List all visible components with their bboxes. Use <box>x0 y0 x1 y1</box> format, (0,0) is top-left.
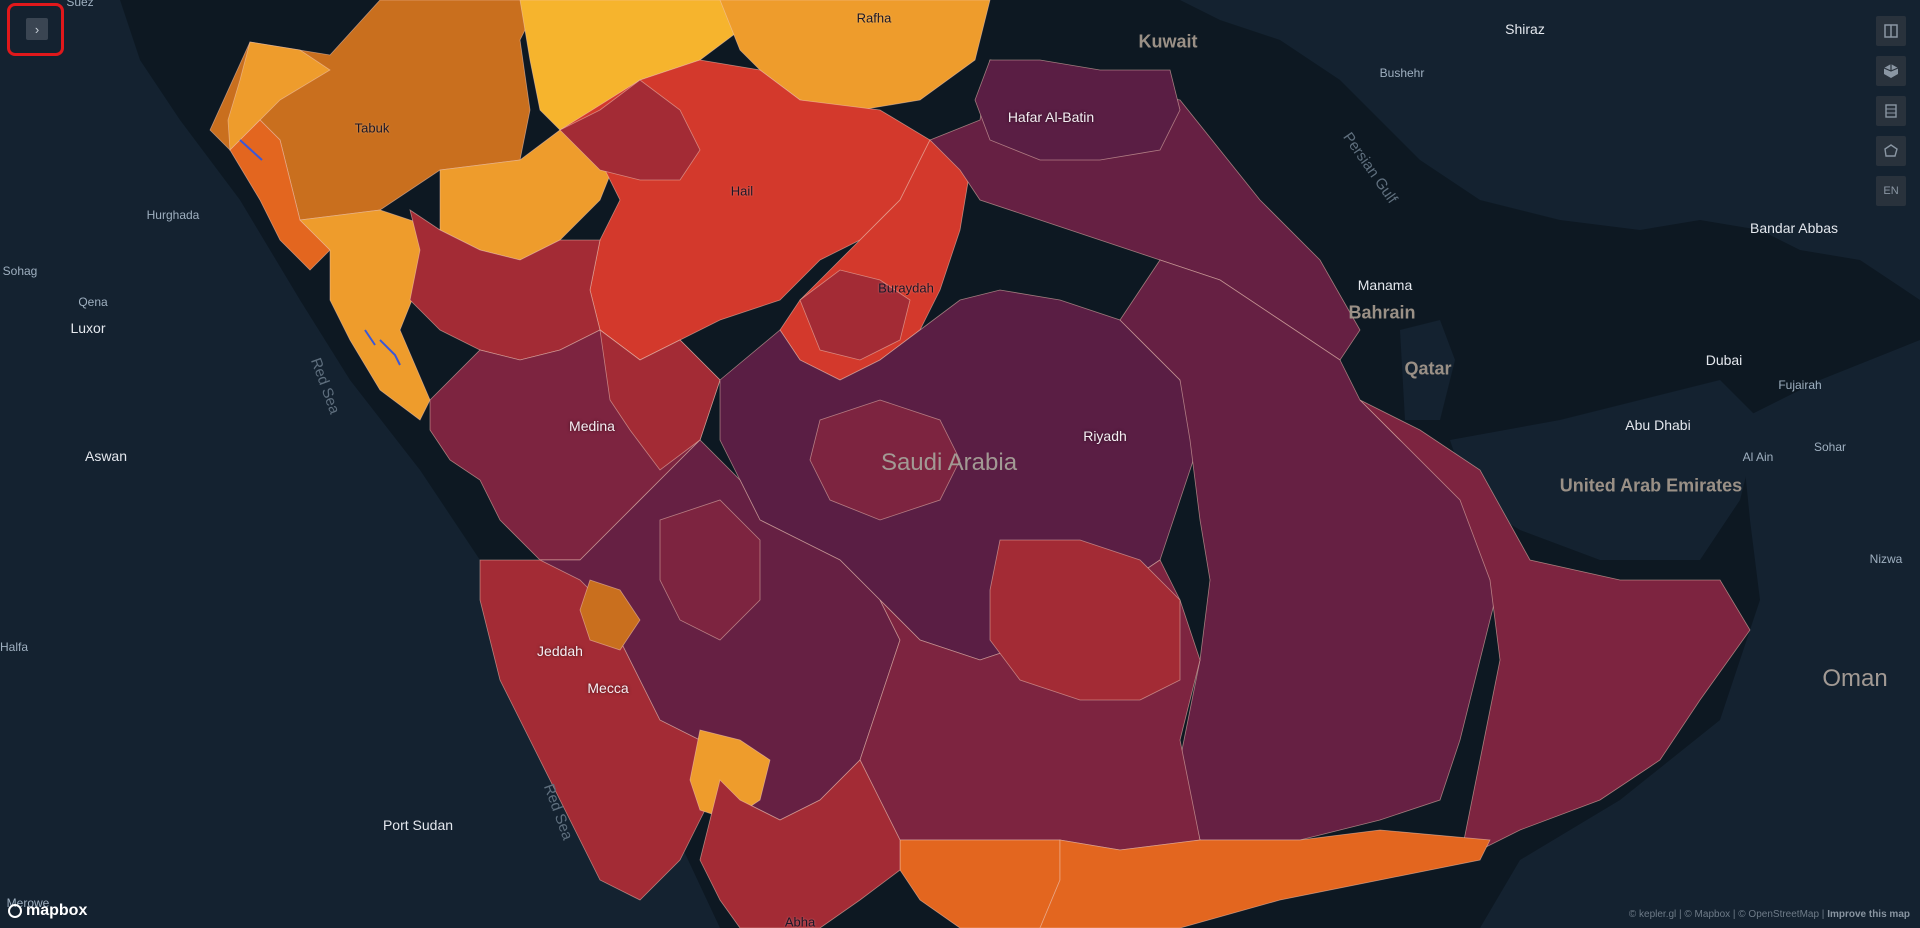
draw-polygon-icon <box>1884 144 1898 157</box>
oman-land <box>1480 340 1920 928</box>
choropleth-layer[interactable] <box>209 0 1751 928</box>
chevron-right-icon: › <box>34 21 40 37</box>
uae-land <box>1450 380 1760 560</box>
coastal-highlights <box>239 139 401 366</box>
region-hail-dark[interactable] <box>559 79 701 181</box>
legend-button[interactable] <box>1876 96 1906 126</box>
region-abha[interactable] <box>699 759 901 928</box>
qatar-land <box>1400 320 1455 420</box>
draw-polygon-button[interactable] <box>1876 136 1906 166</box>
region-jizan[interactable] <box>899 839 1061 928</box>
map-attribution: © kepler.gl | © Mapbox | © OpenStreetMap… <box>1629 909 1910 920</box>
cube-3d-icon <box>1883 64 1899 78</box>
legend-list-icon <box>1885 104 1897 118</box>
mapbox-logo[interactable]: mapbox <box>8 902 87 920</box>
region-riyadh-inner[interactable] <box>809 399 961 521</box>
focus-highlight-box <box>7 3 64 56</box>
region-asir-south[interactable] <box>989 539 1181 701</box>
region-mecca-maroon[interactable] <box>659 499 761 641</box>
mapbox-mark-icon <box>8 904 22 918</box>
mapbox-logo-text: mapbox <box>26 902 88 919</box>
split-map-icon <box>1884 24 1898 38</box>
region-rub-al-khali[interactable] <box>1359 399 1751 861</box>
attribution-text: © kepler.gl | © Mapbox | © OpenStreetMap… <box>1628 909 1828 920</box>
region-qassim-inner[interactable] <box>799 269 911 361</box>
region-jeddah-orange[interactable] <box>579 579 641 651</box>
locale-button[interactable]: EN <box>1876 176 1906 206</box>
region-najran[interactable] <box>1039 829 1491 928</box>
iran-land <box>1180 0 1920 300</box>
region-hafar[interactable] <box>974 59 1181 161</box>
toggle-3d-button[interactable] <box>1876 56 1906 86</box>
improve-map-link[interactable]: Improve this map <box>1827 909 1910 920</box>
panel-toggle-button[interactable]: › <box>26 18 48 40</box>
region-eastern[interactable] <box>1119 259 1501 841</box>
split-map-button[interactable] <box>1876 16 1906 46</box>
